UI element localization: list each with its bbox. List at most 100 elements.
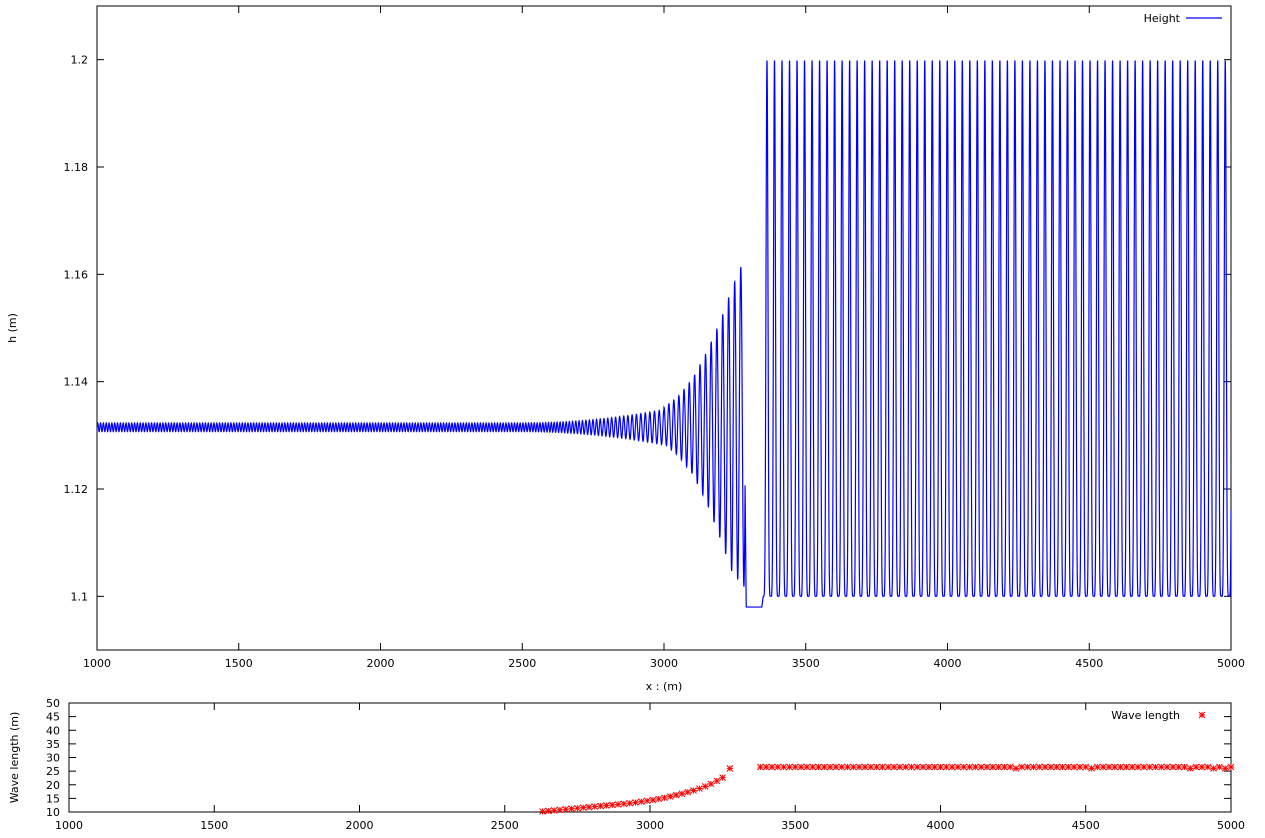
wavelength-chart: 1000 1500 2000 2500 3000 3500 4000 4500 5000 1015…: [8, 697, 1245, 832]
scatter-point: [1169, 763, 1177, 771]
x-tick-label: 2000: [367, 657, 395, 670]
legend-marker: [1198, 711, 1206, 719]
scatter-point: [591, 803, 599, 810]
scatter-point: [803, 763, 811, 771]
scatter-point: [713, 777, 721, 785]
scatter-point: [672, 791, 680, 799]
scatter-point: [983, 763, 991, 771]
scatter-point: [989, 763, 997, 771]
x-tick-label: 1500: [225, 657, 253, 670]
scatter-point: [597, 802, 604, 810]
y-tick-label: 20: [46, 779, 60, 792]
scatter-point: [719, 774, 726, 782]
scatter-point: [774, 763, 782, 771]
scatter-point: [1152, 763, 1159, 771]
scatter-point: [780, 763, 787, 771]
scatter-point: [690, 787, 697, 794]
y-tick-label: 25: [46, 765, 60, 778]
scatter-point: [873, 763, 880, 771]
scatter-point: [1192, 763, 1200, 771]
scatter-point: [902, 763, 909, 771]
y-tick-label: 1.16: [64, 268, 89, 281]
wavelength-legend: Wave length: [1111, 709, 1206, 722]
scatter-point: [1070, 763, 1078, 771]
scatter-point: [562, 805, 570, 813]
scatter-point: [849, 763, 857, 771]
scatter-point: [1053, 763, 1061, 771]
scatter-point: [1082, 763, 1090, 771]
scatter-point: [925, 763, 933, 771]
y-tick-label: 30: [46, 752, 60, 765]
scatter-point: [1140, 763, 1148, 771]
scatter-point: [1221, 765, 1229, 772]
scatter-point: [614, 801, 622, 808]
x-tick-label: 1000: [55, 819, 83, 832]
scatter-point: [1030, 763, 1037, 771]
height-y-axis-label: h (m): [6, 313, 19, 343]
scatter-point: [867, 763, 875, 771]
scatter-point: [1006, 763, 1014, 771]
y-tick-label: 35: [46, 738, 60, 751]
y-tick-label: 45: [46, 711, 60, 724]
scatter-point: [977, 763, 985, 771]
scatter-point: [757, 763, 764, 771]
scatter-point: [1163, 763, 1171, 771]
scatter-point: [995, 763, 1002, 771]
scatter-point: [937, 763, 944, 771]
scatter-point: [701, 783, 709, 790]
y-tick-label: 1.12: [64, 483, 89, 496]
y-tick-label: 40: [46, 724, 60, 737]
scatter-point: [608, 801, 616, 809]
scatter-point: [637, 798, 645, 805]
scatter-point: [791, 763, 799, 771]
scatter-point: [884, 763, 892, 771]
scatter-point: [1157, 763, 1165, 771]
x-tick-label: 2500: [508, 657, 536, 670]
x-tick-label: 1000: [83, 657, 111, 670]
wavelength-series: [539, 763, 1235, 815]
scatter-point: [1001, 763, 1008, 771]
scatter-point: [1047, 763, 1055, 771]
height-axis-ticks: 1000 1500 2000 2500 3000 3500 4000 4500 5000 1.1 1…: [64, 6, 1245, 670]
scatter-point: [1099, 763, 1107, 771]
scatter-point: [1117, 763, 1124, 771]
scatter-point: [655, 795, 663, 803]
scatter-point: [820, 763, 828, 771]
x-tick-label: 4500: [1072, 819, 1100, 832]
scatter-point: [1111, 763, 1119, 771]
height-chart: 1000 1500 2000 2500 3000 3500 4000 4500 5000 1.1 1…: [6, 5, 1245, 693]
scatter-point: [1041, 763, 1049, 771]
scatter-point: [919, 763, 927, 771]
scatter-point: [626, 799, 634, 807]
x-tick-label: 4500: [1075, 657, 1103, 670]
x-tick-label: 2500: [491, 819, 519, 832]
x-tick-label: 3000: [650, 657, 678, 670]
scatter-point: [972, 763, 979, 771]
scatter-point: [1227, 763, 1235, 771]
scatter-point: [603, 802, 610, 809]
y-tick-label: 1.18: [64, 161, 89, 174]
scatter-point: [539, 808, 546, 815]
scatter-point: [1123, 763, 1130, 771]
scatter-point: [1012, 765, 1020, 772]
scatter-point: [726, 765, 734, 772]
scatter-point: [666, 793, 674, 800]
scatter-point: [931, 763, 939, 771]
wavelength-y-axis-label: Wave length (m): [8, 712, 21, 804]
scatter-point: [574, 804, 581, 812]
scatter-point: [661, 794, 668, 802]
scatter-point: [832, 763, 840, 771]
scatter-point: [556, 806, 564, 814]
scatter-point: [1076, 763, 1084, 771]
scatter-point: [826, 763, 834, 771]
x-tick-label: 5000: [1217, 657, 1245, 670]
scatter-point: [568, 805, 575, 813]
scatter-point: [855, 763, 863, 771]
x-tick-label: 1500: [200, 819, 228, 832]
y-tick-label: 10: [46, 806, 60, 819]
x-tick-label: 4000: [927, 819, 955, 832]
scatter-point: [844, 763, 851, 771]
series-line-height: [97, 60, 1231, 608]
scatter-point: [942, 763, 950, 771]
